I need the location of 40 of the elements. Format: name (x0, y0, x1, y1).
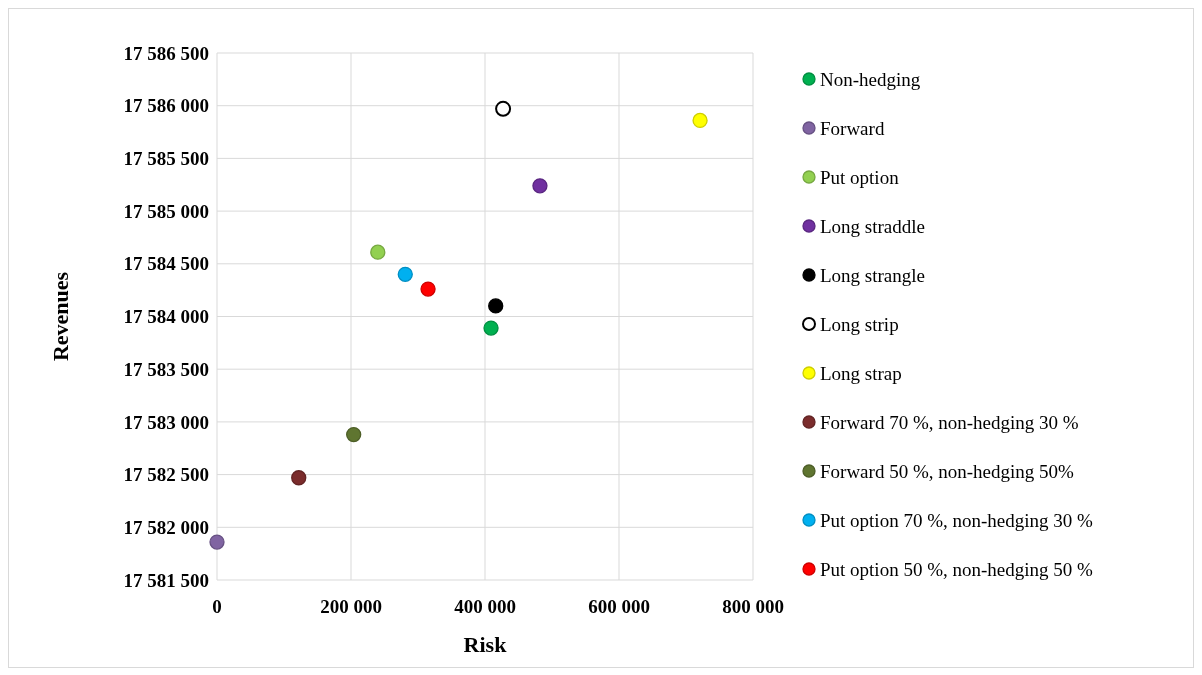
y-tick-label: 17 586 000 (123, 95, 209, 117)
y-tick-label: 17 585 000 (123, 200, 209, 222)
y-tick-label: 17 585 500 (123, 148, 209, 170)
point (370, 244, 386, 260)
x-tick-label: 600 000 (588, 596, 650, 617)
legend-label: Put option 70 %, non-hedging 30 % (820, 509, 1094, 531)
legend-label: Forward 50 %, non-hedging 50% (820, 460, 1074, 482)
point (209, 534, 225, 550)
y-tick-label: 17 582 000 (123, 516, 209, 538)
y-axis-title: Revenues (48, 271, 73, 362)
legend-label: Put option 50 %, non-hedging 50 % (820, 558, 1094, 580)
point (291, 470, 307, 486)
point (692, 112, 708, 129)
legend-label: Forward (820, 117, 885, 139)
legend-label: Long strap (820, 362, 902, 384)
point (483, 320, 499, 336)
x-tick-label: 0 (212, 596, 222, 617)
y-tick-label: 17 583 500 (123, 358, 209, 380)
legend-label: Put option (820, 166, 900, 188)
y-tick-label: 17 584 500 (123, 253, 209, 275)
legend-label: Long strip (820, 313, 899, 335)
y-tick-label: 17 583 000 (123, 411, 209, 433)
legend-label: Forward 70 %, non-hedging 30 % (820, 411, 1079, 433)
x-tick-label: 400 000 (454, 596, 516, 617)
point (532, 178, 548, 194)
point (495, 100, 512, 117)
point (397, 266, 413, 282)
y-tick-label: 17 581 500 (123, 569, 209, 591)
legend-label: Non-hedging (820, 68, 921, 90)
y-tick-label: 17 586 500 (123, 42, 209, 64)
x-tick-label: 200 000 (320, 596, 382, 617)
x-axis-title: Risk (463, 632, 508, 657)
y-tick-label: 17 584 000 (123, 306, 209, 328)
x-tick-label: 800 000 (722, 596, 784, 617)
point (346, 426, 362, 443)
legend-label: Long strangle (820, 264, 926, 286)
point (420, 281, 436, 297)
point (488, 298, 504, 314)
y-tick-label: 17 582 500 (123, 464, 209, 486)
legend-label: Long straddle (820, 215, 926, 237)
